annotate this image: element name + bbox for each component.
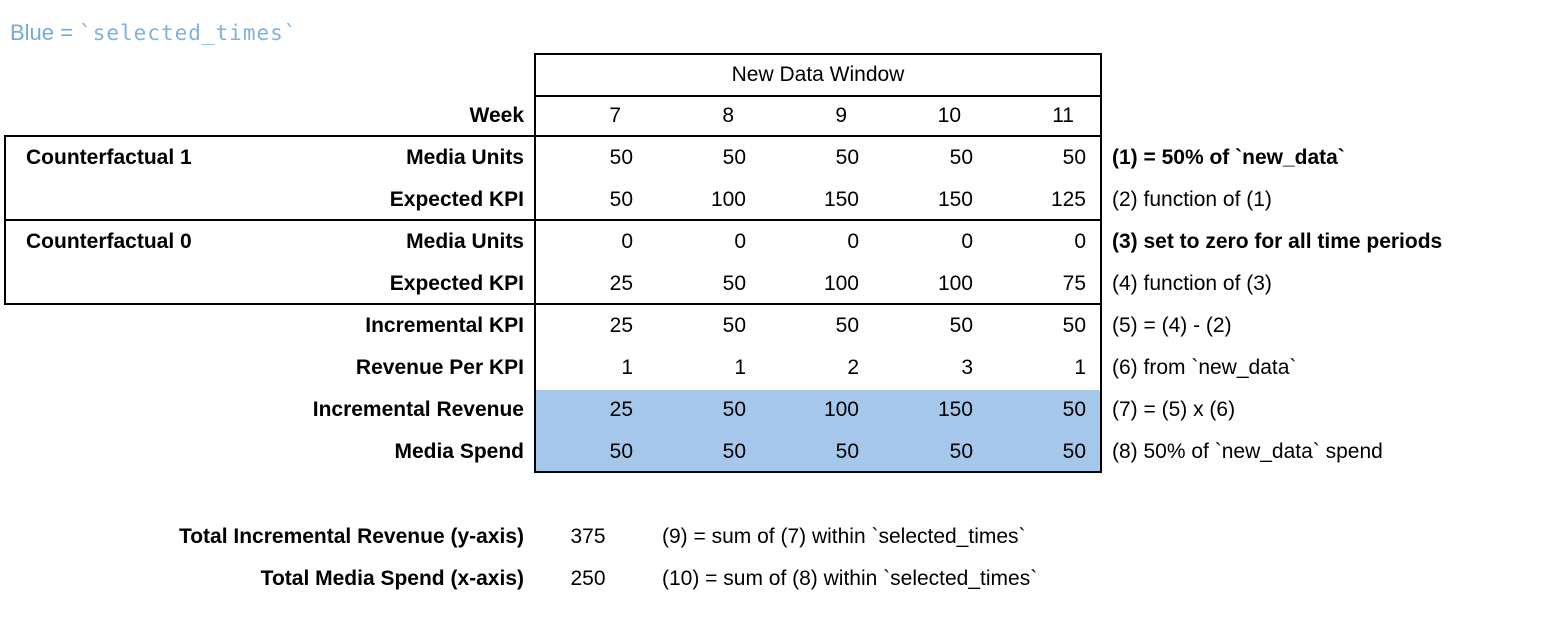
value-cell: 0 [961, 230, 973, 253]
row-annotation: (2) function of (1) [1112, 188, 1272, 211]
header-bottom-rule [534, 95, 1102, 97]
value-cell-highlighted: 100 [823, 398, 859, 421]
value-cell: 50 [609, 146, 633, 169]
week-9: 9 [835, 104, 847, 127]
table-bottom-rule [534, 471, 1102, 473]
week-8: 8 [722, 104, 734, 127]
value-cell: 50 [835, 146, 859, 169]
value-cell: 3 [961, 356, 973, 379]
counterfactual0-bottom-rule [4, 303, 1102, 305]
value-cell-highlighted: 50 [1062, 398, 1086, 421]
value-cell: 50 [949, 314, 973, 337]
total-label: Total Media Spend (x-axis) [260, 567, 524, 590]
data-left-rule [534, 53, 536, 473]
value-cell-highlighted: 50 [1062, 440, 1086, 463]
value-cell: 2 [847, 356, 859, 379]
counterfactual-divider-rule [4, 219, 1102, 221]
total-annotation: (10) = sum of (8) within `selected_times… [662, 567, 1038, 590]
total-value: 250 [570, 567, 606, 590]
week-7: 7 [609, 104, 621, 127]
value-cell: 50 [1062, 146, 1086, 169]
value-cell-highlighted: 50 [835, 440, 859, 463]
value-cell-highlighted: 25 [609, 398, 633, 421]
table-row-incremental-kpi: Incremental KPI 25 50 50 50 50 (5) = (4)… [0, 305, 1544, 347]
row-annotation: (6) from `new_data` [1112, 356, 1297, 379]
legend-blue-selected-times: Blue = `selected_times` [10, 20, 297, 46]
group-label-counterfactual-0: Counterfactual 0 [26, 230, 192, 253]
new-data-window-header: New Data Window [731, 63, 905, 86]
week-label: Week [469, 104, 524, 127]
value-cell: 50 [949, 146, 973, 169]
value-cell-highlighted: 50 [949, 440, 973, 463]
value-cell: 100 [823, 272, 859, 295]
value-cell: 50 [722, 146, 746, 169]
row-label: Expected KPI [389, 188, 524, 211]
value-cell: 50 [835, 314, 859, 337]
value-cell-highlighted: 50 [722, 398, 746, 421]
value-cell: 0 [1074, 230, 1086, 253]
week-10: 10 [937, 104, 961, 127]
value-cell: 150 [823, 188, 859, 211]
table-row-incremental-revenue: Incremental Revenue 25 50 100 150 50 (7)… [0, 389, 1544, 431]
value-cell: 50 [722, 314, 746, 337]
value-cell-highlighted: 50 [609, 440, 633, 463]
value-cell: 50 [609, 188, 633, 211]
selected-times-highlight [536, 390, 1100, 471]
value-cell: 25 [609, 314, 633, 337]
total-incremental-revenue-row: Total Incremental Revenue (y-axis) 375 (… [0, 516, 1544, 558]
value-cell: 1 [621, 356, 633, 379]
row-label: Media Spend [394, 440, 524, 463]
table-row-cf0-expected-kpi: Expected KPI 25 50 100 100 75 (4) functi… [0, 263, 1544, 305]
value-cell: 100 [937, 272, 973, 295]
row-label: Media Units [406, 146, 524, 169]
week-11: 11 [1052, 104, 1074, 127]
value-cell: 125 [1050, 188, 1086, 211]
value-cell: 1 [1074, 356, 1086, 379]
row-label: Incremental KPI [365, 314, 524, 337]
labelbox-left-rule [4, 135, 6, 305]
value-cell: 50 [722, 272, 746, 295]
table-row-cf1-media-units: Counterfactual 1 Media Units 50 50 50 50… [0, 137, 1544, 179]
data-right-rule [1100, 53, 1102, 473]
table-row-cf0-media-units: Counterfactual 0 Media Units 0 0 0 0 0 (… [0, 221, 1544, 263]
row-label: Expected KPI [389, 272, 524, 295]
total-value: 375 [570, 525, 606, 548]
total-media-spend-row: Total Media Spend (x-axis) 250 (10) = su… [0, 558, 1544, 600]
week-bottom-rule [4, 135, 1102, 137]
table-row-media-spend: Media Spend 50 50 50 50 50 (8) 50% of `n… [0, 431, 1544, 473]
value-cell: 150 [937, 188, 973, 211]
row-label: Media Units [406, 230, 524, 253]
value-cell: 50 [1062, 314, 1086, 337]
value-cell: 0 [621, 230, 633, 253]
row-label: Revenue Per KPI [355, 356, 524, 379]
row-label: Incremental Revenue [312, 398, 524, 421]
legend-label: Blue = [10, 20, 80, 45]
row-annotation: (3) set to zero for all time periods [1112, 230, 1443, 253]
value-cell-highlighted: 50 [722, 440, 746, 463]
value-cell: 0 [734, 230, 746, 253]
value-cell: 1 [734, 356, 746, 379]
value-cell: 75 [1062, 272, 1086, 295]
value-cell-highlighted: 150 [937, 398, 973, 421]
row-annotation: (4) function of (3) [1112, 272, 1272, 295]
header-top-rule [534, 53, 1102, 55]
group-label-counterfactual-1: Counterfactual 1 [26, 146, 192, 169]
total-annotation: (9) = sum of (7) within `selected_times` [662, 525, 1026, 548]
total-label: Total Incremental Revenue (y-axis) [178, 525, 524, 548]
legend-code: `selected_times` [79, 21, 298, 45]
value-cell: 100 [710, 188, 746, 211]
value-cell: 0 [847, 230, 859, 253]
row-annotation: (1) = 50% of `new_data` [1112, 146, 1345, 169]
row-annotation: (5) = (4) - (2) [1112, 314, 1232, 337]
table-row-revenue-per-kpi: Revenue Per KPI 1 1 2 3 1 (6) from `new_… [0, 347, 1544, 389]
row-annotation: (7) = (5) x (6) [1112, 398, 1236, 421]
table-row-cf1-expected-kpi: Expected KPI 50 100 150 150 125 (2) func… [0, 179, 1544, 221]
value-cell: 25 [609, 272, 633, 295]
week-row: Week 7 8 9 10 11 [0, 97, 1544, 135]
row-annotation: (8) 50% of `new_data` spend [1112, 440, 1383, 463]
